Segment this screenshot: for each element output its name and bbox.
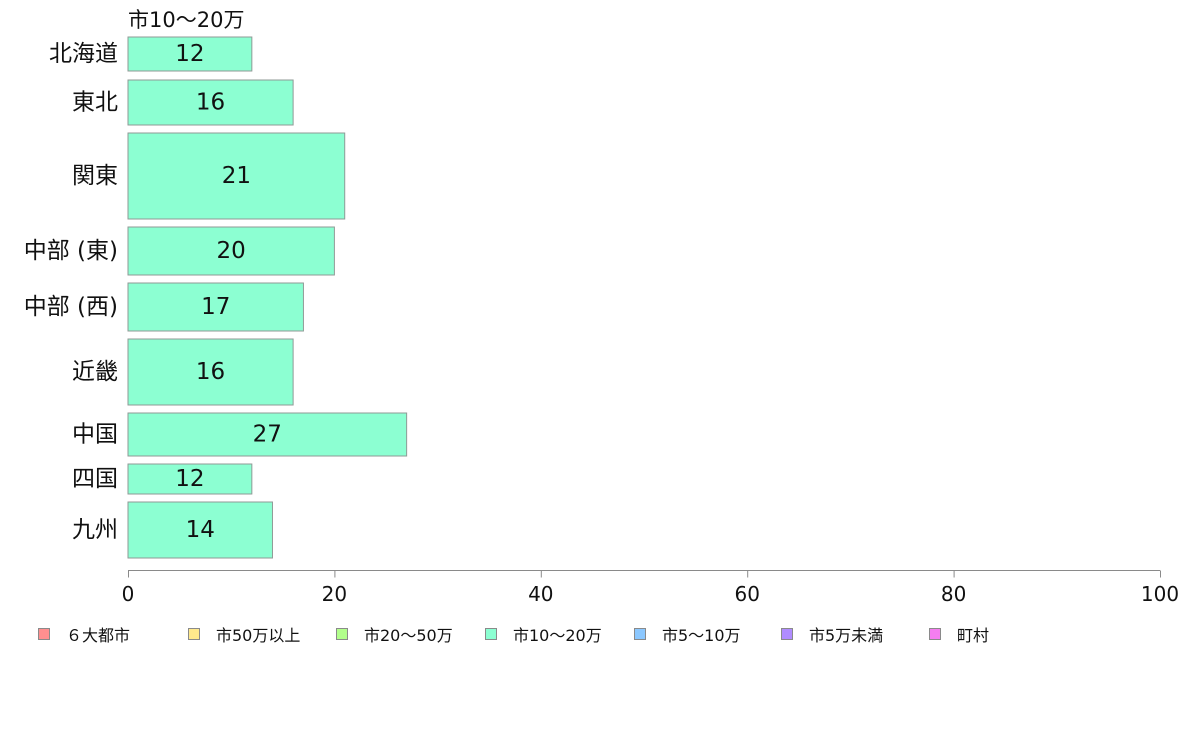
bar [127,282,304,332]
bar-value-label: 14 [186,517,215,543]
legend-swatch [38,628,50,640]
bar-value-label: 21 [222,163,251,189]
category-label: 中国 [72,422,118,448]
bar [127,226,335,276]
bars-group: 北海道 12 東北 16 関東 21 中部 (東) 20 中部 (西) 17 近畿 16 中国 27 四国 1… [24,36,408,559]
legend-swatch [336,628,348,640]
x-axis: 0 20 40 60 80 100 [122,570,1179,606]
legend-swatch [634,628,646,640]
bar [127,412,408,457]
legend-swatch [485,628,497,640]
legend-label: 町村 [957,626,990,645]
bar [127,463,253,495]
bar [127,36,253,72]
bar [127,501,273,559]
series-title: 市10〜20万 [128,8,244,32]
legend-label: ６大都市 [66,626,131,645]
bar-value-label: 12 [175,466,204,492]
legend-item: 市5〜10万 [634,623,741,645]
category-label: 四国 [72,466,118,492]
legend-swatch [781,628,793,640]
bar [127,79,294,126]
category-label: 中部 (西) [24,294,118,320]
x-tick-label: 80 [941,582,966,606]
legend-item: 市5万未満 [781,623,883,645]
bar [127,338,294,406]
legend-swatch [929,628,941,640]
legend-label: 市5〜10万 [662,626,741,645]
x-tick-label: 20 [322,582,347,606]
legend-item: 町村 [929,623,989,645]
x-tick-label: 60 [734,582,759,606]
legend-label: 市20〜50万 [364,626,453,645]
legend-item: 市20〜50万 [336,623,453,645]
category-label: 近畿 [72,359,118,385]
bar-value-label: 20 [217,238,246,264]
bar-value-label: 17 [201,294,230,320]
bar-value-label: 16 [196,359,225,385]
legend-label: 市50万以上 [216,626,301,645]
category-label: 中部 (東) [24,238,118,264]
legend-swatch [188,628,200,640]
legend-label: 市10〜20万 [513,626,602,645]
bar-value-label: 27 [253,422,282,448]
legend-item: ６大都市 [38,623,130,645]
category-label: 北海道 [49,41,118,67]
bar-value-label: 16 [196,90,225,116]
legend-label: 市5万未満 [809,626,884,645]
bar-value-label: 12 [175,41,204,67]
x-tick-label: 100 [1141,582,1179,606]
category-label: 東北 [72,90,118,116]
legend-item: 市50万以上 [188,623,300,645]
x-tick-label: 40 [528,582,553,606]
legend-item: 市10〜20万 [485,623,602,645]
category-label: 関東 [72,163,118,189]
bar [127,132,346,220]
x-tick-label: 0 [122,582,135,606]
category-label: 九州 [72,517,118,543]
